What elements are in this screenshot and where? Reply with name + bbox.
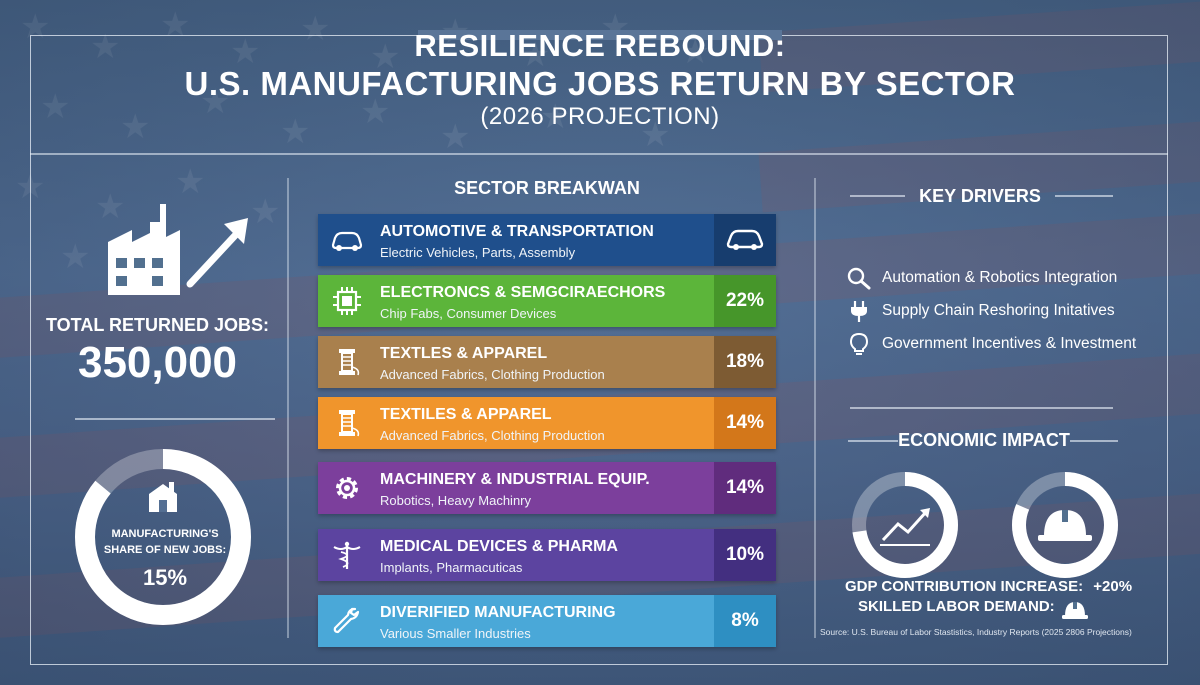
sector-subtitle: Advanced Fabrics, Clothing Production (380, 428, 605, 443)
chip-icon (333, 287, 361, 315)
share-label-line-2: SHARE OF NEW JOBS: (103, 544, 227, 556)
frame-title-gap (418, 30, 782, 40)
lightbulb-icon (849, 332, 869, 355)
title-line-1: RESILIENCE REBOUND: (414, 28, 786, 63)
caduceus-icon (333, 541, 361, 569)
gdp-contribution-line: GDP CONTRIBUTION INCREASE: +20% (845, 578, 1132, 595)
sector-name: ELECTRONCS & SEMGCIRAECHORS (380, 284, 666, 301)
driver-automation: Automation & Robotics Integration (846, 266, 1117, 290)
driver-supply-chain: Supply Chain Reshoring Initatives (846, 299, 1115, 323)
source-note: Source: U.S. Bureau of Labor Stastistics… (820, 627, 1132, 637)
share-label: MANUFACTURING'S SHARE OF NEW JOBS: (90, 526, 240, 558)
sector-subtitle: Chip Fabs, Consumer Devices (380, 306, 557, 321)
sector-breakdown-heading: SECTOR BREAKWAN (454, 178, 640, 198)
sector-percent: 14% (714, 397, 776, 449)
sector-percent: 10% (714, 529, 776, 581)
sector-subtitle: Implants, Pharmacuticas (380, 560, 523, 575)
sector-name: AUTOMOTIVE & TRANSPORTATION (380, 223, 654, 240)
sector-main: MEDICAL DEVICES & PHARMA Implants, Pharm… (318, 529, 714, 581)
labor-ring (1012, 472, 1118, 578)
magnifier-icon (847, 267, 871, 290)
share-value: 15% (142, 565, 188, 590)
sector-percent: 8% (714, 595, 776, 647)
sector-percent: 18% (714, 336, 776, 388)
sector-main: TEXTILES & APPAREL Advanced Fabrics, Clo… (318, 397, 714, 449)
sector-row-diversified: DIVERIFIED MANUFACTURING Various Smaller… (318, 595, 776, 647)
sector-name: MEDICAL DEVICES & PHARMA (380, 538, 618, 555)
driver-text: Government Incentives & Investment (882, 335, 1137, 352)
sector-row-textiles-2: TEXTILES & APPAREL Advanced Fabrics, Clo… (318, 397, 776, 449)
economic-impact-heading: ECONOMIC IMPACT (898, 430, 1070, 450)
sector-row-electronics: ELECTRONCS & SEMGCIRAECHORS Chip Fabs, C… (318, 275, 776, 327)
wrench-icon (333, 607, 360, 634)
sector-main: MACHINERY & INDUSTRIAL EQUIP. Robotics, … (318, 462, 714, 514)
key-drivers-heading: KEY DRIVERS (919, 186, 1041, 206)
sector-percent: 14% (714, 462, 776, 514)
sector-main: TEXTLES & APPAREL Advanced Fabrics, Clot… (318, 336, 714, 388)
thread-spool-icon (339, 349, 360, 376)
sector-name: MACHINERY & INDUSTRIAL EQUIP. (380, 471, 650, 488)
driver-government: Government Incentives & Investment (846, 332, 1136, 356)
driver-text: Automation & Robotics Integration (882, 269, 1118, 286)
header-divider (30, 153, 1168, 155)
share-label-line-1: MANUFACTURING'S (111, 528, 219, 540)
gear-icon (336, 477, 358, 499)
house-icon (149, 482, 177, 512)
title-line-3: (2026 PROJECTION) (480, 103, 720, 130)
impact-rule-left (848, 440, 898, 442)
skilled-labor-label: SKILLED LABOR DEMAND: (858, 598, 1055, 615)
sector-percent: 22% (714, 275, 776, 327)
thread-spool-icon (339, 410, 360, 437)
sector-name: DIVERIFIED MANUFACTURING (380, 604, 616, 621)
gdp-contribution-label: GDP CONTRIBUTION INCREASE: (845, 578, 1084, 595)
sector-row-machinery: MACHINERY & INDUSTRIAL EQUIP. Robotics, … (318, 462, 776, 514)
sector-subtitle: Robotics, Heavy Machinry (380, 493, 531, 508)
key-drivers-rule-right (1055, 195, 1113, 197)
sector-name: TEXTILES & APPAREL (380, 406, 552, 423)
trend-up-icon (881, 510, 928, 542)
impact-rule-right (1070, 440, 1118, 442)
skilled-labor-line: SKILLED LABOR DEMAND: (858, 598, 1055, 615)
car-icon (726, 229, 764, 250)
key-drivers-rule-left (850, 195, 905, 197)
sector-name: TEXTLES & APPAREL (380, 345, 548, 362)
summary-divider (75, 418, 275, 420)
sector-subtitle: Electric Vehicles, Parts, Assembly (380, 245, 576, 260)
sector-subtitle: Various Smaller Industries (380, 626, 531, 641)
title-line-2: U.S. MANUFACTURING JOBS RETURN BY SECTOR (184, 65, 1016, 102)
total-returned-jobs-value: 350,000 (77, 338, 238, 387)
right-column-divider (814, 178, 816, 638)
sector-main: DIVERIFIED MANUFACTURING Various Smaller… (318, 595, 714, 647)
sector-row-automotive: AUTOMOTIVE & TRANSPORTATION Electric Veh… (318, 214, 776, 266)
summary-panel: TOTAL RETURNED JOBS: 350,000 (40, 170, 275, 650)
drivers-bottom-rule (850, 407, 1113, 409)
share-donut-arc (75, 449, 251, 625)
sector-row-textiles-1: TEXTLES & APPAREL Advanced Fabrics, Clot… (318, 336, 776, 388)
factory-growth-icon (108, 204, 248, 295)
gdp-ring (852, 472, 958, 578)
sector-main: ELECTRONCS & SEMGCIRAECHORS Chip Fabs, C… (318, 275, 714, 327)
left-column-divider (287, 178, 289, 638)
sector-main: AUTOMOTIVE & TRANSPORTATION Electric Veh… (318, 214, 714, 266)
car-icon (331, 231, 363, 251)
share-donut-chart (75, 449, 251, 625)
plug-icon (851, 301, 867, 322)
sector-row-medical: MEDICAL DEVICES & PHARMA Implants, Pharm… (318, 529, 776, 581)
driver-text: Supply Chain Reshoring Initatives (882, 302, 1115, 319)
hard-hat-icon (1044, 510, 1086, 536)
sector-subtitle: Advanced Fabrics, Clothing Production (380, 367, 605, 382)
hard-hat-icon (1062, 602, 1088, 619)
total-returned-jobs-label: TOTAL RETURNED JOBS: (45, 315, 269, 335)
gdp-contribution-value: +20% (1093, 578, 1133, 595)
sector-percent (714, 214, 776, 266)
